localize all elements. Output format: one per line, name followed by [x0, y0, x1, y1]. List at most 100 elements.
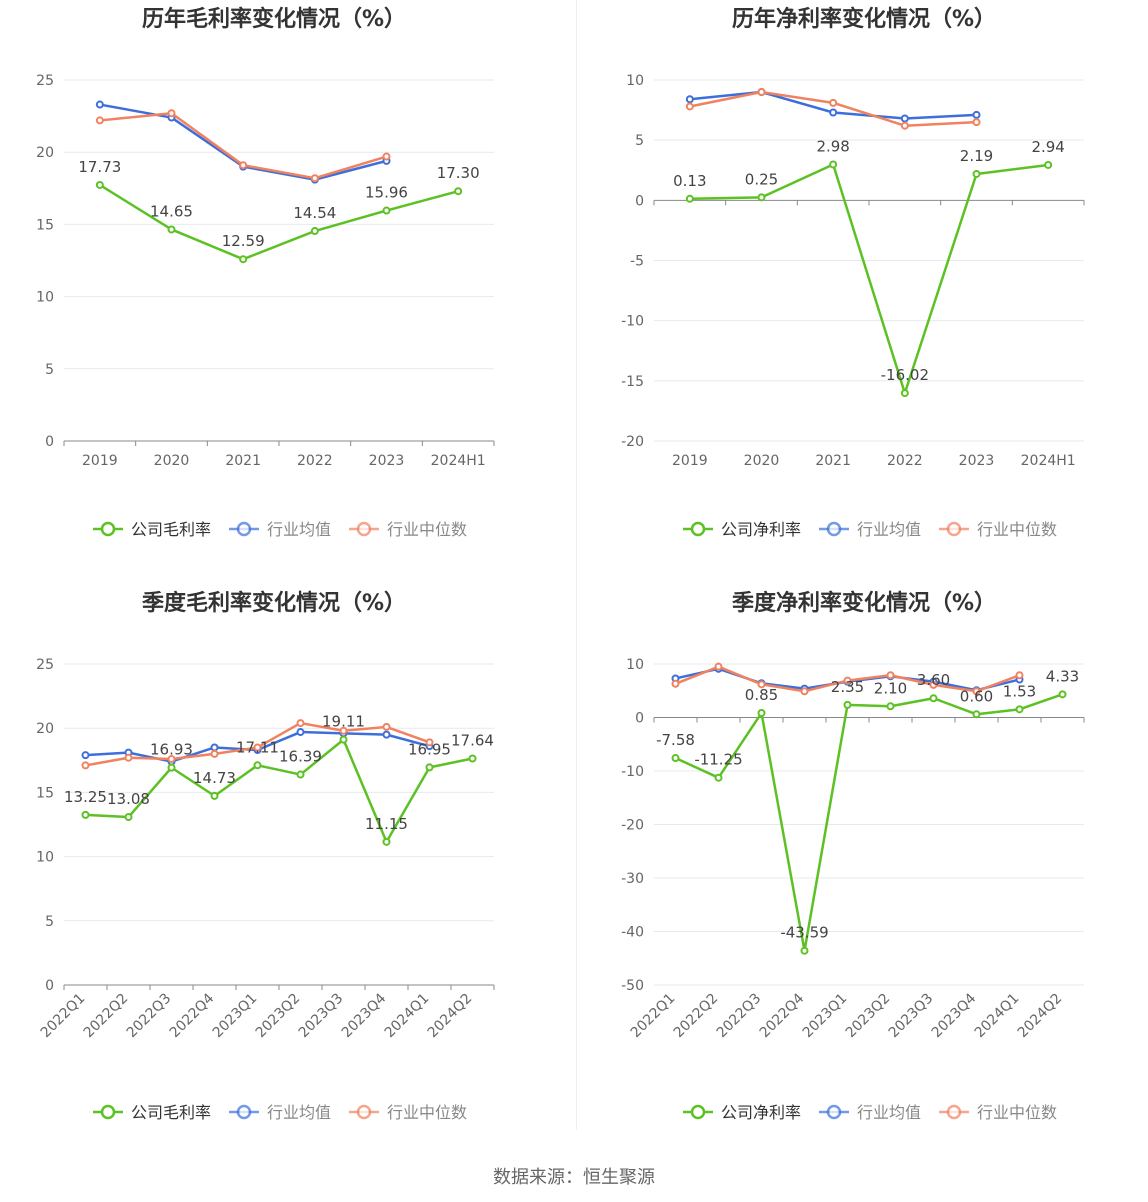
company-data-point: [468, 754, 477, 763]
company-data-point: [671, 754, 680, 763]
data-label: 14.73: [193, 769, 236, 787]
avg-data-point: [972, 110, 981, 119]
company-data-point: [1044, 160, 1053, 169]
legend-item-company: 公司毛利率: [93, 520, 211, 539]
legend-marker-icon: [236, 1104, 252, 1120]
company-data-point: [685, 194, 694, 203]
data-label: 12.59: [222, 232, 265, 250]
median-data-point: [685, 102, 694, 111]
y-tick-label: -30: [621, 871, 644, 887]
y-tick-label: 10: [36, 290, 54, 306]
data-label: 16.95: [408, 740, 451, 758]
median-data-point: [972, 118, 981, 127]
median-data-point: [81, 761, 90, 770]
company-data-point: [210, 791, 219, 800]
legend-marker-icon: [690, 521, 706, 537]
company-data-point: [929, 694, 938, 703]
quarterly-gross-margin-svg: 季度毛利率变化情况（%） 0 5 10 15 20 25 2022Q12022Q22022Q3…: [36, 590, 495, 1122]
legend-label: 公司毛利率: [131, 1103, 211, 1122]
x-tick-label: 2023: [369, 453, 405, 469]
quarterly-net-margin-svg: 季度净利率变化情况（%）-50-40-30-20-100102022Q12022…: [621, 590, 1085, 1122]
data-label: 0.25: [745, 170, 778, 188]
data-label: 16.39: [279, 748, 322, 766]
x-tick-label: 2022Q3: [714, 991, 765, 1042]
x-tick-label: 2023Q3: [296, 991, 347, 1042]
legend-item-median: 行业中位数: [939, 1103, 1057, 1122]
x-tick-label: 2022Q1: [628, 991, 679, 1042]
y-tick-label: 15: [36, 785, 54, 801]
x-tick-label: 2021: [225, 453, 261, 469]
x-tick-label: 2019: [82, 453, 118, 469]
legend-marker-icon: [356, 1104, 372, 1120]
x-tick-label: 2022Q3: [124, 991, 175, 1042]
legend-label: 行业均值: [267, 520, 331, 539]
y-tick-label: 5: [45, 362, 54, 378]
y-tick-label: 5: [45, 914, 54, 930]
legend-item-company: 公司毛利率: [93, 1103, 211, 1122]
data-label: 16.93: [150, 741, 193, 759]
data-label: -43.59: [780, 924, 828, 942]
median-data-point: [382, 722, 391, 731]
y-tick-label: -20: [621, 818, 644, 834]
legend-label: 行业中位数: [977, 1103, 1057, 1122]
median-data-point: [425, 738, 434, 747]
median-data-point: [829, 98, 838, 107]
company-data-point: [167, 763, 176, 772]
company-data-point: [886, 702, 895, 711]
legend-label: 行业中位数: [387, 520, 467, 539]
avg-data-point: [81, 751, 90, 760]
avg-data-point: [900, 114, 909, 123]
median-data-point: [714, 662, 723, 671]
company-data-point: [382, 837, 391, 846]
median-data-point: [339, 726, 348, 735]
legend-item-company: 公司净利率: [683, 520, 801, 539]
company-series-line: [85, 738, 473, 844]
data-label: 0.85: [745, 686, 778, 704]
chart-title: 历年毛利率变化情况（%）: [142, 6, 406, 32]
median-data-point: [972, 687, 981, 696]
data-label: 17.73: [78, 158, 121, 176]
legend-marker-icon: [946, 1104, 962, 1120]
chart-quarterly-gross-margin: 季度毛利率变化情况（%） 0 5 10 15 20 25 2022Q1 2022Q2 2022Q3…: [0, 584, 574, 1168]
company-data-point: [253, 761, 262, 770]
x-tick-label: 2023Q4: [929, 990, 980, 1041]
x-tick-label: 2022: [887, 453, 923, 469]
chart-annual-net-margin: 历年净利率变化情况（%） -20 -15 -10 -5 0 5 10 2019 2020 2021 2…: [590, 0, 1148, 584]
x-tick-label: 2024Q2: [1015, 991, 1066, 1042]
y-tick-label: 15: [36, 217, 54, 233]
legend-item-avg: 行业均值: [229, 520, 331, 539]
company-data-point: [339, 735, 348, 744]
x-tick-label: 2024Q1: [972, 991, 1023, 1042]
data-label: 19.11: [322, 713, 365, 731]
x-tick-label: 2022Q4: [167, 990, 218, 1041]
data-label: 17.30: [437, 164, 480, 182]
legend-marker-icon: [946, 521, 962, 537]
data-label: -11.25: [694, 751, 742, 769]
legend-item-median: 行业中位数: [349, 520, 467, 539]
data-label: 2.98: [816, 137, 849, 155]
y-tick-label: 0: [635, 711, 644, 727]
company-data-point: [757, 708, 766, 717]
legend-item-avg: 行业均值: [819, 520, 921, 539]
y-tick-label: 20: [36, 721, 54, 737]
company-data-point: [425, 763, 434, 772]
legend-label: 行业均值: [267, 1103, 331, 1122]
company-series-line: [99, 183, 459, 261]
y-tick-label: 10: [36, 850, 54, 866]
legend-marker-icon: [356, 521, 372, 537]
median-data-point: [843, 676, 852, 685]
data-label: 2.35: [831, 678, 864, 696]
x-tick-label: 2023Q1: [800, 991, 851, 1042]
x-tick-label: 2023Q3: [886, 991, 937, 1042]
legend-label: 公司毛利率: [131, 520, 211, 539]
x-tick-label: 2024Q1: [382, 991, 433, 1042]
median-data-point: [296, 719, 305, 728]
median-data-point: [757, 680, 766, 689]
legend-item-avg: 行业均值: [229, 1103, 331, 1122]
company-series-line: [674, 693, 1063, 952]
y-tick-label: -15: [621, 374, 644, 390]
x-tick-label: 2023Q1: [210, 991, 261, 1042]
legend-item-avg: 行业均值: [819, 1103, 921, 1122]
data-label: 14.65: [150, 202, 193, 220]
x-tick-label: 2022Q4: [757, 990, 808, 1041]
